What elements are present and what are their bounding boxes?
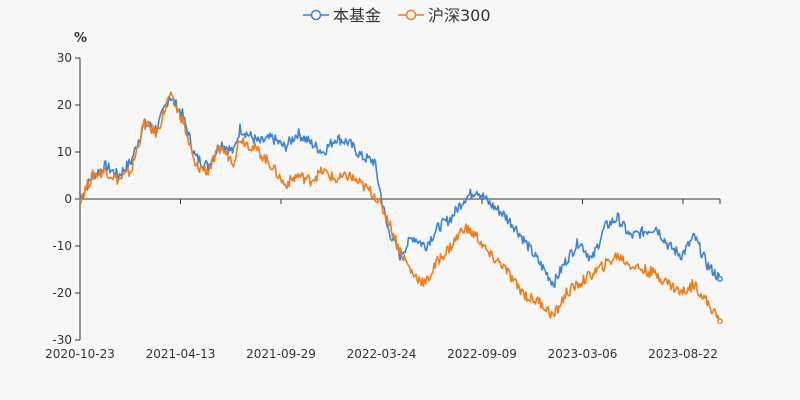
x-tick-label: 2022-09-09	[447, 347, 517, 361]
legend-circle-marker	[405, 9, 417, 21]
x-tick-label: 2023-03-06	[548, 347, 618, 361]
legend-label: 本基金	[333, 6, 381, 25]
series-line-1[interactable]	[79, 91, 721, 322]
x-tick-label: 2020-10-23	[45, 347, 115, 361]
legend-circle-marker	[310, 9, 322, 21]
legend-label: 沪深300	[428, 6, 491, 25]
x-tick-label: 2022-03-24	[347, 347, 417, 361]
y-tick-label: 0	[64, 192, 72, 206]
y-tick-label: -30	[52, 333, 72, 347]
series-line-0[interactable]	[79, 96, 721, 289]
series-end-point	[717, 318, 723, 325]
x-tick-label: 2023-08-22	[648, 347, 718, 361]
x-tick-label: 2021-09-29	[246, 347, 316, 361]
x-tick-label: 2021-04-13	[146, 347, 216, 361]
y-tick-label: 20	[57, 98, 72, 112]
series-end-point	[717, 275, 723, 282]
legend-item-0[interactable]: 本基金	[303, 6, 381, 25]
y-axis: 30 20 10 0 -10 -20 -30	[52, 51, 81, 347]
chart-legend[interactable]: 本基金 沪深300	[303, 6, 491, 25]
y-tick-label: -10	[52, 239, 72, 253]
y-tick-label: -20	[52, 286, 72, 300]
y-tick-label: 30	[57, 51, 72, 65]
x-axis: 2020-10-23 2021-04-13 2021-09-29 2022-03-24…	[45, 198, 721, 361]
legend-item-1[interactable]: 沪深300	[398, 6, 491, 25]
y-tick-label: 10	[57, 145, 72, 159]
y-axis-label: %	[74, 31, 87, 46]
series-group	[79, 91, 723, 325]
